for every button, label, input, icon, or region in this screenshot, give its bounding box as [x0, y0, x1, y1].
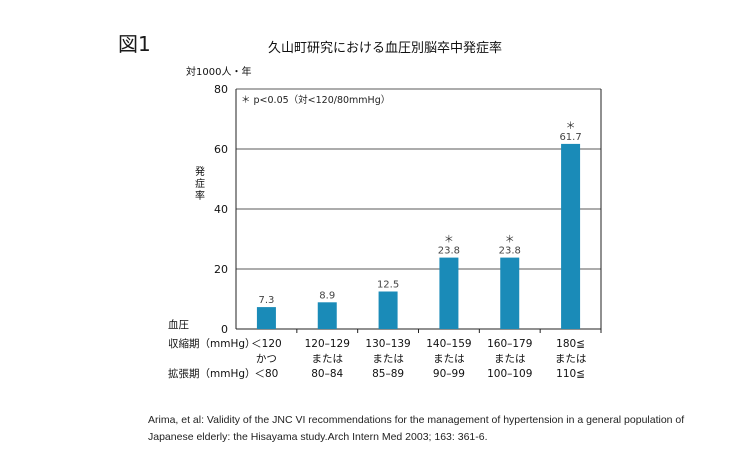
x-row-header-diastolic: 拡張期（mmHg） [168, 367, 256, 380]
x-row-header-systolic: 収縮期（mmHg） [168, 337, 256, 350]
y-tick-label: 80 [214, 83, 228, 96]
x-tick-label-diastolic: 85–89 [372, 368, 404, 380]
y-axis-title-char: 症 [195, 177, 205, 190]
x-tick-label-diastolic: 100–109 [487, 368, 532, 380]
x-row-header-bp: 血圧 [168, 318, 189, 331]
y-axis-title: 発症率 [195, 165, 205, 202]
x-tick-label-conjunction: または [312, 353, 344, 365]
bar [378, 291, 398, 329]
bar [500, 257, 520, 329]
x-tick-label-systolic: 130–139 [365, 338, 410, 350]
y-unit-label: 対1000人・年 [186, 65, 251, 78]
grid [235, 88, 602, 333]
x-tick-label-systolic: 180≦ [556, 338, 585, 350]
significance-marker: ＊ [505, 235, 515, 246]
y-tick-label: 60 [214, 143, 228, 156]
figure-label: 図1 [118, 32, 151, 56]
significance-note: ＊ p<0.05（対<120/80mmHg） [241, 94, 390, 106]
x-tick-label-systolic: 160–179 [487, 338, 532, 350]
bar [439, 257, 459, 329]
significance-marker: ＊ [566, 121, 576, 132]
y-axis-title-char: 率 [195, 189, 205, 202]
bar [317, 302, 337, 329]
bar [561, 143, 581, 329]
x-tick-label-conjunction: または [494, 353, 526, 365]
y-axis-title-char: 発 [195, 165, 205, 178]
x-tick-label-diastolic: 90–99 [433, 368, 465, 380]
x-tick-label-systolic: ＜120 [251, 338, 282, 350]
x-tick-label-conjunction: かつ [256, 353, 277, 365]
y-tick-label: 20 [214, 263, 228, 276]
bars: 7.3 8.912.523.8＊23.8＊61.7＊ [256, 121, 582, 329]
y-tick-label: 0 [221, 323, 228, 336]
x-tick-label-conjunction: または [372, 353, 404, 365]
x-tick-label-diastolic: ＜80 [254, 368, 278, 380]
x-tick-label-conjunction: または [433, 353, 465, 365]
x-tick-label-systolic: 140–159 [426, 338, 471, 350]
y-tick-label: 40 [214, 203, 228, 216]
bar [256, 307, 276, 329]
y-tick-labels: 0 20 40 60 80 [214, 83, 228, 336]
data-label: 8.9 [319, 290, 335, 301]
significance-marker: ＊ [444, 235, 454, 246]
data-label: 12.5 [377, 280, 399, 291]
x-tick-label-conjunction: または [555, 353, 587, 365]
data-label: 23.8 [438, 246, 460, 257]
data-label: 23.8 [499, 246, 521, 257]
x-tick-label-diastolic: 110≦ [556, 368, 585, 380]
data-label: 7.3 [258, 295, 274, 306]
citation: Arima, et al: Validity of the JNC VI rec… [148, 414, 685, 443]
chart-title: 久山町研究における血圧別脳卒中発症率 [268, 40, 502, 56]
data-label: 61.7 [559, 132, 581, 143]
x-tick-label-diastolic: 80–84 [311, 368, 343, 380]
x-tick-label-systolic: 120–129 [305, 338, 350, 350]
